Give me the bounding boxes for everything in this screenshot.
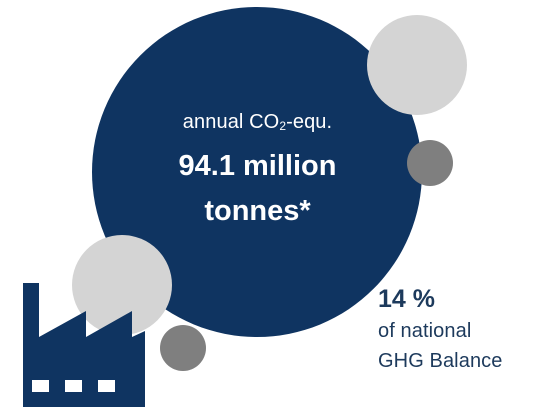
- top-right-grey-circle: [367, 15, 467, 115]
- emissions-label: annual CO2-equ.: [130, 110, 385, 134]
- share-caption-line1: of national: [378, 320, 472, 342]
- emissions-label-subscript: 2: [279, 119, 287, 133]
- emissions-value-line1: 94.1 million: [178, 150, 337, 182]
- main-statistic: annual CO2-equ. 94.1 million tonnes*: [130, 110, 385, 234]
- right-dark-circle: [407, 140, 453, 186]
- factory-icon: [23, 283, 145, 407]
- emissions-value: 94.1 million tonnes*: [130, 144, 385, 234]
- emissions-value-line2: tonnes*: [204, 195, 311, 227]
- bottom-dark-circle: [160, 325, 206, 371]
- main-navy-circle: [92, 7, 422, 337]
- share-statistic: 14 % of national GHG Balance: [378, 284, 503, 376]
- emissions-label-prefix: annual CO: [182, 111, 280, 133]
- emissions-label-suffix: -equ.: [286, 111, 333, 133]
- share-caption-line2: GHG Balance: [378, 350, 503, 372]
- bottom-left-grey-circle: [72, 235, 172, 335]
- share-value: 14 %: [378, 285, 435, 313]
